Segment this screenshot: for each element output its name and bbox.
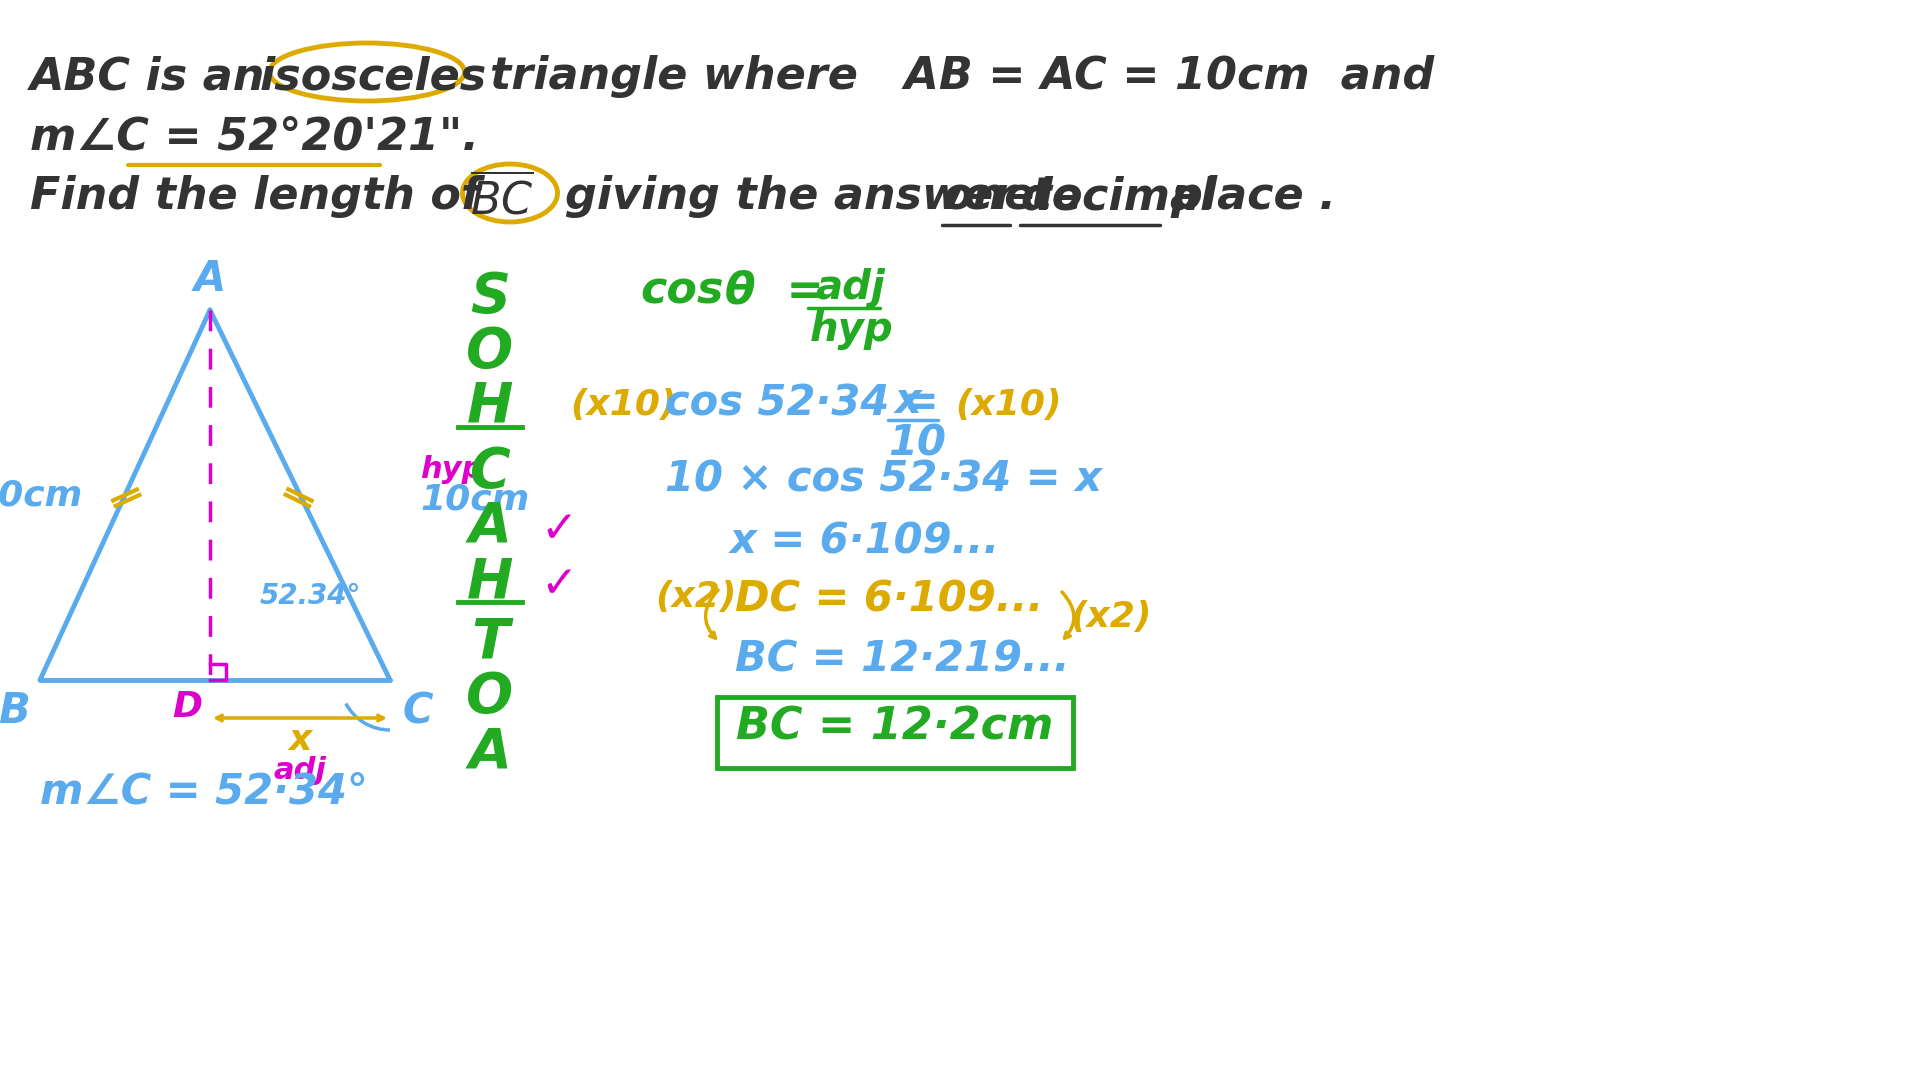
Text: T: T: [470, 615, 509, 669]
Text: cos 52·34 =: cos 52·34 =: [664, 383, 939, 426]
Text: 10cm: 10cm: [0, 478, 83, 512]
Text: O: O: [467, 325, 513, 379]
Text: Find the length of: Find the length of: [31, 175, 480, 218]
Text: DC = 6·109...: DC = 6·109...: [735, 578, 1043, 620]
Text: H: H: [467, 380, 513, 434]
Text: (x2): (x2): [1069, 600, 1152, 634]
Text: triangle where   AB = AC = 10cm  and: triangle where AB = AC = 10cm and: [490, 55, 1434, 98]
Text: C: C: [470, 445, 511, 499]
Text: C: C: [401, 690, 432, 732]
Text: A: A: [468, 500, 511, 554]
Text: cos: cos: [639, 270, 724, 313]
Text: H: H: [467, 555, 513, 609]
Text: one: one: [943, 175, 1035, 218]
Text: x: x: [895, 380, 922, 422]
Text: decimal: decimal: [1020, 175, 1215, 218]
Text: A: A: [468, 725, 511, 779]
Text: hyp: hyp: [810, 310, 893, 350]
Text: m∠C = 52·34°: m∠C = 52·34°: [40, 770, 369, 812]
Text: D: D: [173, 690, 202, 724]
Text: O: O: [467, 670, 513, 724]
Text: (x10): (x10): [570, 388, 676, 422]
Text: θ  =: θ =: [726, 270, 824, 313]
Text: 10cm: 10cm: [420, 483, 530, 517]
Text: place .: place .: [1169, 175, 1336, 218]
Text: m∠C = 52°20'21".: m∠C = 52°20'21".: [31, 114, 478, 158]
Text: adj: adj: [814, 268, 885, 308]
Text: BC = 12·219...: BC = 12·219...: [735, 638, 1069, 680]
Text: x: x: [288, 723, 311, 757]
Text: giving the answer to: giving the answer to: [564, 175, 1083, 218]
Text: (x2): (x2): [655, 580, 737, 615]
Text: 52.34°: 52.34°: [259, 582, 361, 610]
Text: A: A: [194, 258, 227, 300]
Text: B: B: [0, 690, 31, 732]
Text: adj: adj: [273, 756, 326, 785]
Text: S: S: [470, 270, 511, 324]
Text: (x10): (x10): [954, 388, 1062, 422]
Text: x = 6·109...: x = 6·109...: [730, 519, 1000, 562]
Text: hyp: hyp: [420, 456, 484, 485]
Text: 10 × cos 52·34 = x: 10 × cos 52·34 = x: [664, 458, 1102, 500]
Text: ABC is an: ABC is an: [31, 55, 265, 98]
Text: $\overline{BC}$: $\overline{BC}$: [470, 175, 534, 224]
Text: isosceles: isosceles: [259, 55, 488, 98]
Text: 10: 10: [887, 422, 947, 464]
Text: ✓: ✓: [540, 563, 578, 606]
Text: ✓: ✓: [540, 508, 578, 551]
Text: BC = 12·2cm: BC = 12·2cm: [735, 705, 1054, 748]
